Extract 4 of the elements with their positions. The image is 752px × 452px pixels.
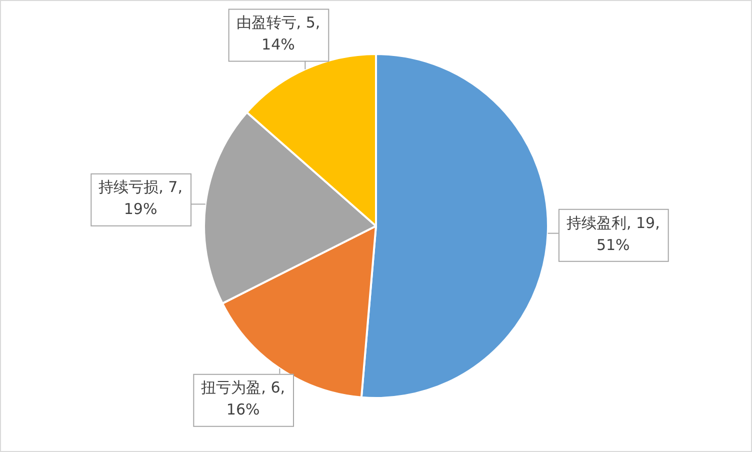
slice-label: 扭亏为盈, 6, 16% — [201, 378, 286, 419]
slice-label: 持续盈利, 19, 51% — [566, 214, 660, 254]
slice-label: 由盈转亏, 5, 14% — [236, 14, 320, 54]
slice-label: 持续亏损, 7, 19% — [98, 178, 182, 218]
